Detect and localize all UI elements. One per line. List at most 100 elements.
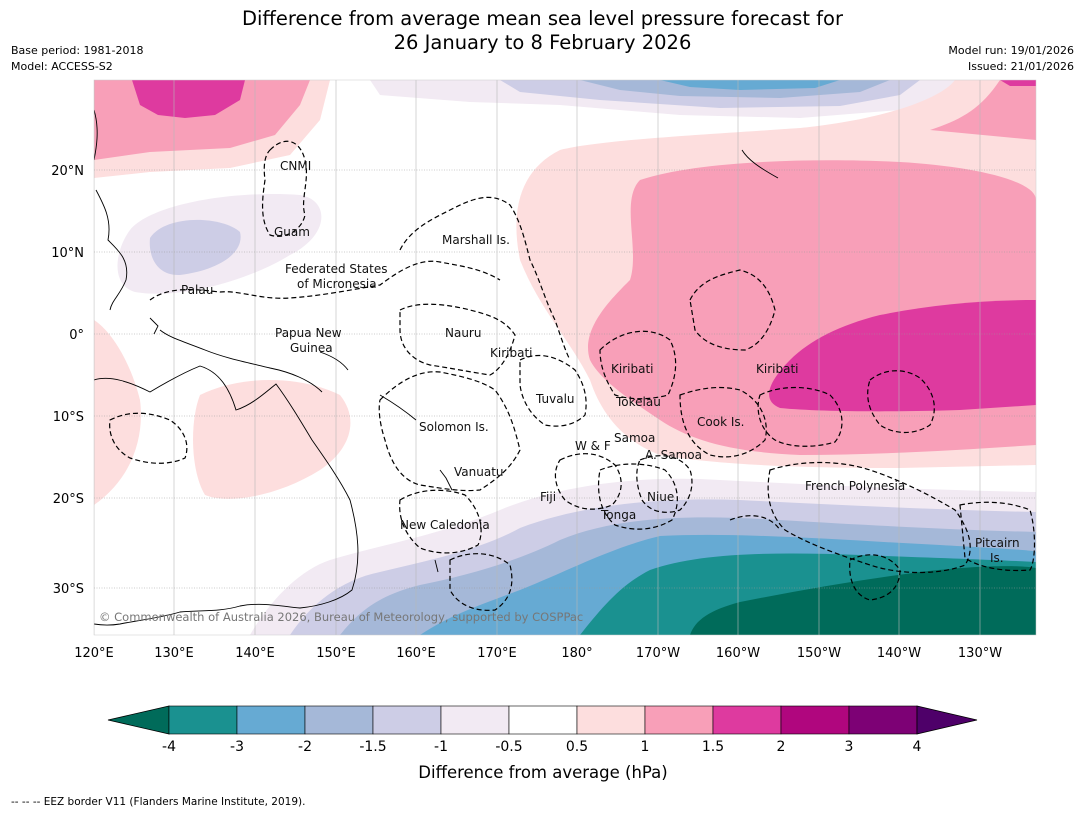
place-solomon: Solomon Is. (419, 420, 489, 434)
latitude-labels: 20°N 10°N 0° 10°S 20°S 30°S (51, 164, 84, 597)
lon-label: 140°E (235, 646, 275, 661)
anomaly-nw-3 (132, 80, 245, 118)
model-run: Model run: 19/01/2026 (948, 44, 1074, 57)
colorbar-tick-label: -1 (434, 739, 448, 755)
colorbar-tick-label: -0.5 (495, 739, 522, 755)
lon-label: 130°W (958, 646, 1002, 661)
colorbar-bin (712, 705, 782, 735)
colorbar-tick-label: -4 (162, 739, 176, 755)
place-french-polynesia: French Polynesia (805, 479, 905, 493)
place-fsm-line1: Federated States (285, 262, 387, 276)
place-niue: Niue (647, 490, 674, 504)
lat-label: 20°S (53, 492, 84, 507)
anomaly-south-6 (690, 566, 1036, 635)
colorbar-bin (304, 705, 374, 735)
colorbar-bin (848, 705, 918, 735)
colorbar-extend-max (916, 705, 978, 735)
lon-label: 170°E (477, 646, 517, 661)
anomaly-aus-2 (193, 380, 351, 499)
place-png-line2: Guinea (290, 341, 333, 355)
place-tokelau: Tokelau (615, 395, 661, 409)
gridlines (94, 169, 1036, 589)
colorbar-tick-label: 4 (913, 739, 922, 755)
lat-label: 10°S (53, 410, 84, 425)
place-png-line1: Papua New (275, 326, 342, 340)
colorbar-bin (440, 705, 510, 735)
copyright-notice: © Commonwealth of Australia 2026, Bureau… (99, 610, 583, 624)
place-wallis-futuna: W & F (575, 439, 611, 453)
place-labels: CNMI Guam Marshall Is. Federated States … (181, 159, 1020, 565)
colorbar-bin (644, 705, 714, 735)
anomaly-east-2 (930, 80, 1036, 140)
anomaly-n-4 (660, 80, 840, 90)
colorbar-title: Difference from average (hPa) (418, 763, 667, 782)
anomaly-guam-2 (149, 219, 241, 276)
lat-label: 20°N (51, 164, 84, 179)
colorbar-bins (168, 705, 918, 735)
lon-label: 160°W (716, 646, 760, 661)
issued-date: Issued: 21/01/2026 (967, 60, 1074, 73)
coastlines (94, 109, 779, 626)
lat-label: 30°S (53, 582, 84, 597)
colorbar-bin (508, 705, 578, 735)
colorbar-bin (372, 705, 442, 735)
place-fiji: Fiji (540, 490, 556, 504)
lon-label: 150°E (316, 646, 356, 661)
lon-label: 130°E (154, 646, 194, 661)
place-kiribati-east: Kiribati (756, 362, 798, 376)
colorbar-bin (576, 705, 646, 735)
place-marshall: Marshall Is. (442, 233, 510, 247)
anomaly-east-5 (1000, 80, 1036, 86)
colorbar-tick-label: 0.5 (566, 739, 588, 755)
map-frame (93, 79, 1037, 636)
map-field: CNMI Guam Marshall Is. Federated States … (94, 80, 1036, 635)
place-fsm-line2: of Micronesia (297, 277, 377, 291)
anomaly-aus-1 (94, 320, 141, 505)
lon-label: 150°W (797, 646, 841, 661)
eez-borders (109, 140, 1036, 611)
longitude-labels: 120°E 130°E 140°E 150°E 160°E 170°E 180°… (74, 646, 1002, 661)
place-vanuatu: Vanuatu (454, 465, 504, 479)
lon-label: 120°E (74, 646, 114, 661)
map-title: Difference from average mean sea level p… (0, 7, 1085, 55)
place-tonga: Tonga (600, 508, 636, 522)
place-cook: Cook Is. (697, 415, 744, 429)
model-name: Model: ACCESS-S2 (11, 60, 113, 73)
colorbar-bin (236, 705, 306, 735)
colorbar-extend-min (107, 705, 170, 735)
place-guam: Guam (274, 225, 310, 239)
place-cnmi: CNMI (280, 159, 311, 173)
lon-label: 160°E (396, 646, 436, 661)
colorbar-tick-label: -3 (230, 739, 244, 755)
place-pitcairn-line2: Is. (990, 551, 1004, 565)
pressure-anomaly-map: CNMI Guam Marshall Is. Federated States … (51, 79, 1037, 782)
colorbar-ticks: -4 -3 -2 -1.5 -1 -0.5 0.5 1 1.5 2 3 4 (162, 739, 922, 755)
colorbar-tick-label: 3 (845, 739, 854, 755)
colorbar-tick-label: -1.5 (359, 739, 386, 755)
eez-legend-note: -- -- -- EEZ border V11 (Flanders Marine… (11, 796, 306, 808)
place-kiribati-west: Kiribati (490, 346, 532, 360)
place-palau: Palau (181, 283, 213, 297)
place-samoa: Samoa (614, 431, 655, 445)
meta-right: Model run: 19/01/2026 Issued: 21/01/2026 (948, 43, 1074, 75)
lon-label: 140°W (877, 646, 921, 661)
meta-left: Base period: 1981-2018 Model: ACCESS-S2 (11, 43, 143, 75)
colorbar-tick-label: 1.5 (702, 739, 724, 755)
colorbar-bin (168, 705, 238, 735)
title-line-1: Difference from average mean sea level p… (242, 7, 843, 30)
base-period: Base period: 1981-2018 (11, 44, 144, 57)
title-line-2: 26 January to 8 February 2026 (393, 31, 692, 54)
place-pitcairn-line1: Pitcairn (975, 536, 1020, 550)
place-american-samoa: A. Samoa (645, 448, 702, 462)
colorbar-tick-label: 1 (641, 739, 650, 755)
lon-label: 170°W (636, 646, 680, 661)
lat-label: 0° (69, 328, 84, 343)
colorbar-tick-label: 2 (777, 739, 786, 755)
colorbar-bin (780, 705, 850, 735)
meridians (94, 80, 981, 635)
lon-label: 180° (561, 646, 592, 661)
lat-label: 10°N (51, 246, 84, 261)
place-new-caledonia: New Caledonia (400, 518, 490, 532)
anomaly-east-4 (769, 300, 1036, 412)
colorbar-tick-label: -2 (298, 739, 312, 755)
